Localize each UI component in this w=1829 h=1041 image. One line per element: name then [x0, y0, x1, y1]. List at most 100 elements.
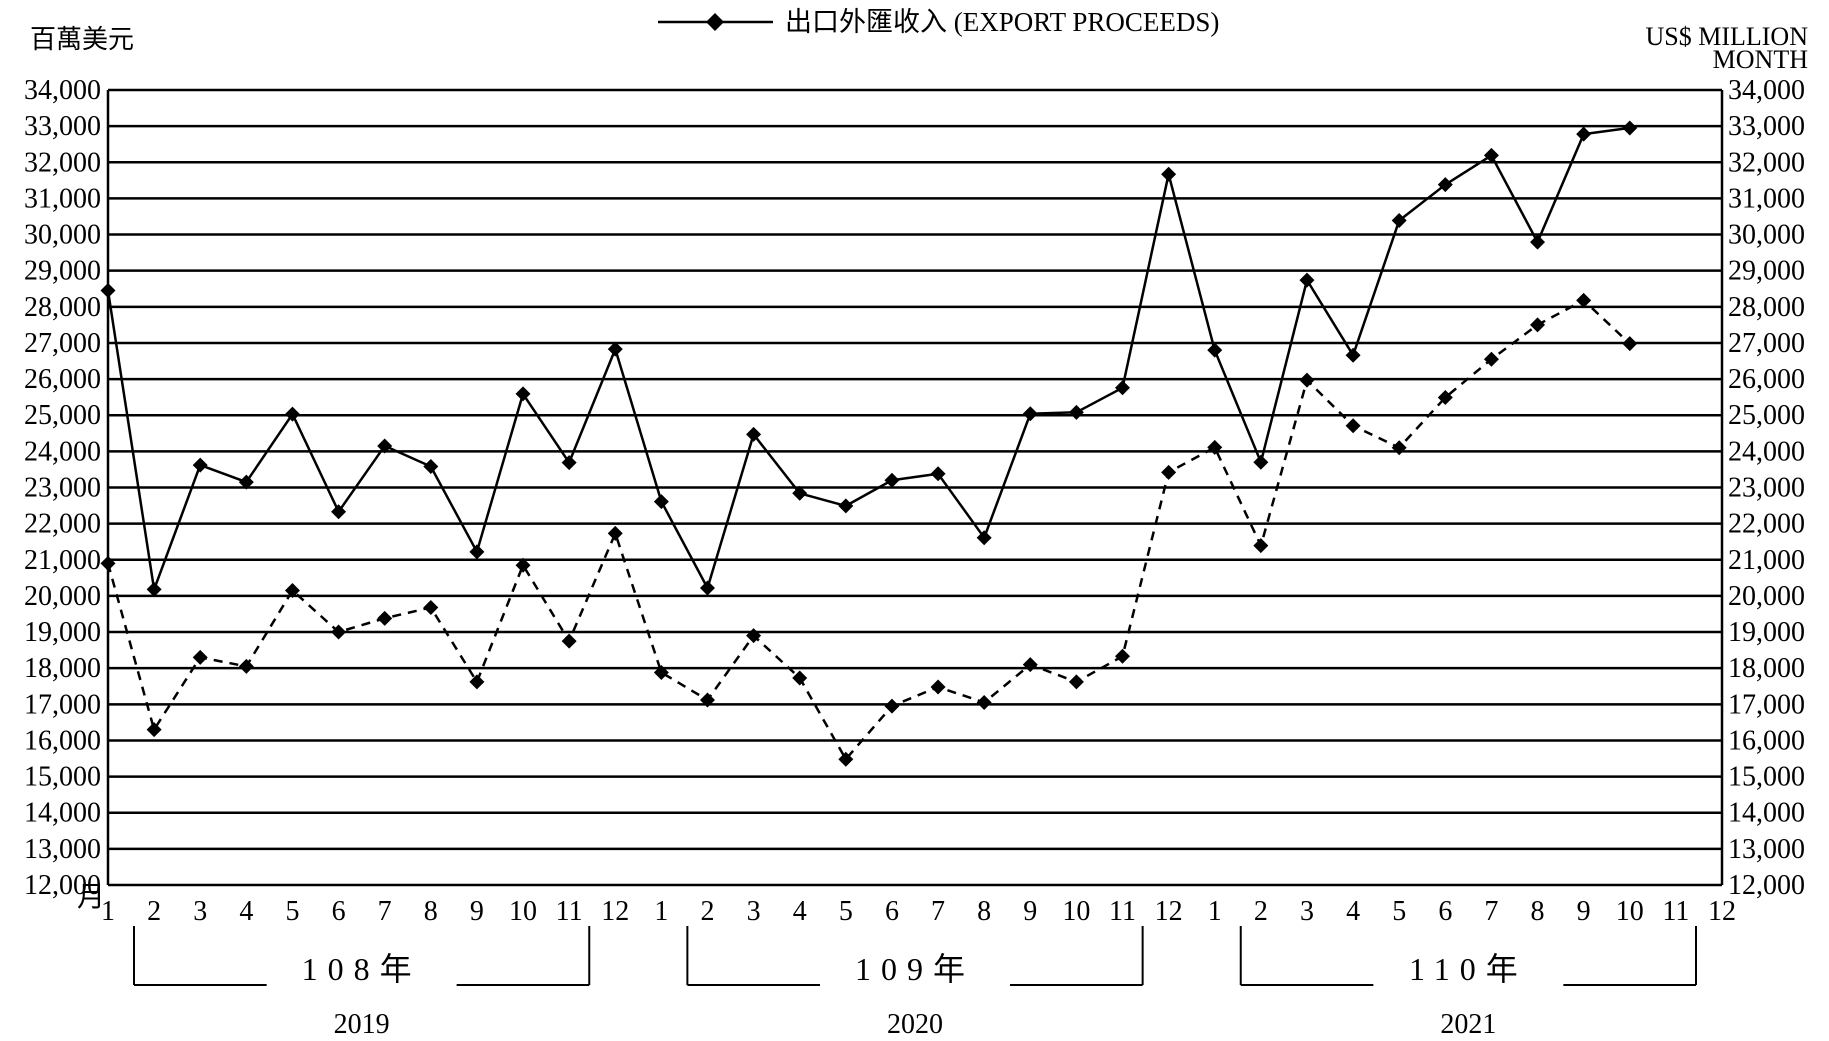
data-point-dashed — [1068, 674, 1084, 690]
y-tick-label-left: 27,000 — [24, 328, 101, 359]
data-point-solid — [146, 581, 162, 597]
data-point-dashed — [1530, 317, 1546, 333]
data-point-solid — [561, 455, 577, 471]
data-point-solid — [930, 466, 946, 482]
data-point-solid — [607, 341, 623, 357]
y-tick-label-right: 18,000 — [1728, 653, 1805, 684]
data-point-solid — [976, 530, 992, 546]
x-tick-label: 6 — [1438, 896, 1452, 927]
y-tick-label-left: 20,000 — [24, 581, 101, 612]
y-unit-right-2: MONTH — [1713, 45, 1809, 74]
data-point-solid — [1622, 120, 1638, 136]
y-tick-label-right: 29,000 — [1728, 256, 1805, 287]
data-point-dashed — [930, 679, 946, 695]
data-point-dashed — [1437, 390, 1453, 406]
x-tick-label: 5 — [1392, 896, 1406, 927]
y-tick-label-right: 33,000 — [1728, 111, 1805, 142]
y-tick-label-left: 31,000 — [24, 183, 101, 214]
y-tick-label-right: 14,000 — [1728, 798, 1805, 829]
data-point-dashed — [1345, 418, 1361, 434]
data-point-solid — [1391, 212, 1407, 228]
y-tick-label-right: 31,000 — [1728, 183, 1805, 214]
y-tick-label-right: 34,000 — [1728, 75, 1805, 106]
data-point-solid — [1299, 272, 1315, 288]
x-tick-label: 4 — [1346, 896, 1360, 927]
data-point-solid — [469, 544, 485, 560]
y-tick-label-left: 26,000 — [24, 364, 101, 395]
y-tick-label-left: 34,000 — [24, 75, 101, 106]
y-tick-label-left: 15,000 — [24, 762, 101, 793]
year-ad-label: 2019 — [334, 1009, 390, 1040]
y-tick-label-left: 23,000 — [24, 473, 101, 504]
y-tick-label-left: 32,000 — [24, 147, 101, 178]
year-roc-label: 110年 — [1409, 951, 1528, 987]
y-tick-label-left: 14,000 — [24, 798, 101, 829]
series-lines — [100, 120, 1638, 767]
data-point-dashed — [838, 751, 854, 767]
data-point-solid — [423, 459, 439, 475]
data-point-solid — [192, 457, 208, 473]
data-point-dashed — [1622, 336, 1638, 352]
x-tick-label: 6 — [885, 896, 899, 927]
y-tick-label-left: 13,000 — [24, 834, 101, 865]
data-point-solid — [746, 426, 762, 442]
x-tick-label: 5 — [285, 896, 299, 927]
y-tick-label-right: 13,000 — [1728, 834, 1805, 865]
data-point-solid — [699, 580, 715, 596]
data-point-dashed — [331, 624, 347, 640]
data-point-solid — [377, 438, 393, 454]
y-tick-label-right: 23,000 — [1728, 473, 1805, 504]
x-tick-label: 10 — [509, 896, 537, 927]
data-point-solid — [1437, 177, 1453, 193]
data-point-dashed — [976, 695, 992, 711]
x-tick-label: 9 — [1023, 896, 1037, 927]
y-tick-label-left: 28,000 — [24, 292, 101, 323]
data-point-dashed — [100, 555, 116, 571]
series-line-dashed — [106, 299, 1631, 761]
data-point-dashed — [746, 628, 762, 644]
y-tick-label-right: 21,000 — [1728, 545, 1805, 576]
y-tick-label-right: 26,000 — [1728, 364, 1805, 395]
y-tick-label-left: 25,000 — [24, 400, 101, 431]
x-tick-label: 1 — [101, 896, 115, 927]
data-point-dashed — [1576, 292, 1592, 308]
legend: 出口外匯收入 (EXPORT PROCEEDS) — [658, 7, 1219, 37]
data-point-dashed — [469, 674, 485, 690]
data-point-dashed — [1115, 648, 1131, 664]
y-tick-label-left: 30,000 — [24, 220, 101, 251]
data-point-solid — [1483, 147, 1499, 163]
y-tick-label-left: 29,000 — [24, 256, 101, 287]
y-tick-label-left: 33,000 — [24, 111, 101, 142]
x-tick-label: 12 — [1708, 896, 1736, 927]
x-tick-labels: 1 2 3 4 5 6 7 8 9 10 11 12 1 2 3 4 5 6 7 8 9 10 11 12 1 2 3 4 5 6 7 8 9 1… — [101, 896, 1736, 927]
gridlines — [106, 88, 1724, 887]
x-tick-label: 9 — [1577, 896, 1591, 927]
y-tick-label-left: 17,000 — [24, 689, 101, 720]
data-point-solid — [1207, 342, 1223, 358]
x-tick-label: 9 — [470, 896, 484, 927]
data-point-solid — [653, 494, 669, 510]
y-tick-label-right: 12,000 — [1728, 870, 1805, 901]
x-tick-label: 8 — [424, 896, 438, 927]
data-point-dashed — [1391, 440, 1407, 456]
x-tick-label: 3 — [747, 896, 761, 927]
data-point-dashed — [1253, 538, 1269, 554]
y-tick-label-right: 22,000 — [1728, 509, 1805, 540]
y-tick-label-right: 30,000 — [1728, 220, 1805, 251]
y-tick-label-left: 12,000 — [24, 870, 101, 901]
y-unit-right-1: US$ MILLION — [1646, 22, 1809, 51]
y-tick-label-right: 20,000 — [1728, 581, 1805, 612]
data-point-dashed — [1483, 351, 1499, 367]
y-tick-label-right: 24,000 — [1728, 436, 1805, 467]
x-tick-label: 12 — [1155, 896, 1183, 927]
data-point-dashed — [423, 599, 439, 615]
x-tick-label: 5 — [839, 896, 853, 927]
data-point-solid — [1530, 234, 1546, 250]
data-point-dashed — [1207, 439, 1223, 455]
y-tick-label-right: 15,000 — [1728, 762, 1805, 793]
data-point-solid — [238, 474, 254, 490]
data-point-dashed — [561, 633, 577, 649]
y-tick-label-right: 27,000 — [1728, 328, 1805, 359]
data-point-dashed — [377, 610, 393, 626]
